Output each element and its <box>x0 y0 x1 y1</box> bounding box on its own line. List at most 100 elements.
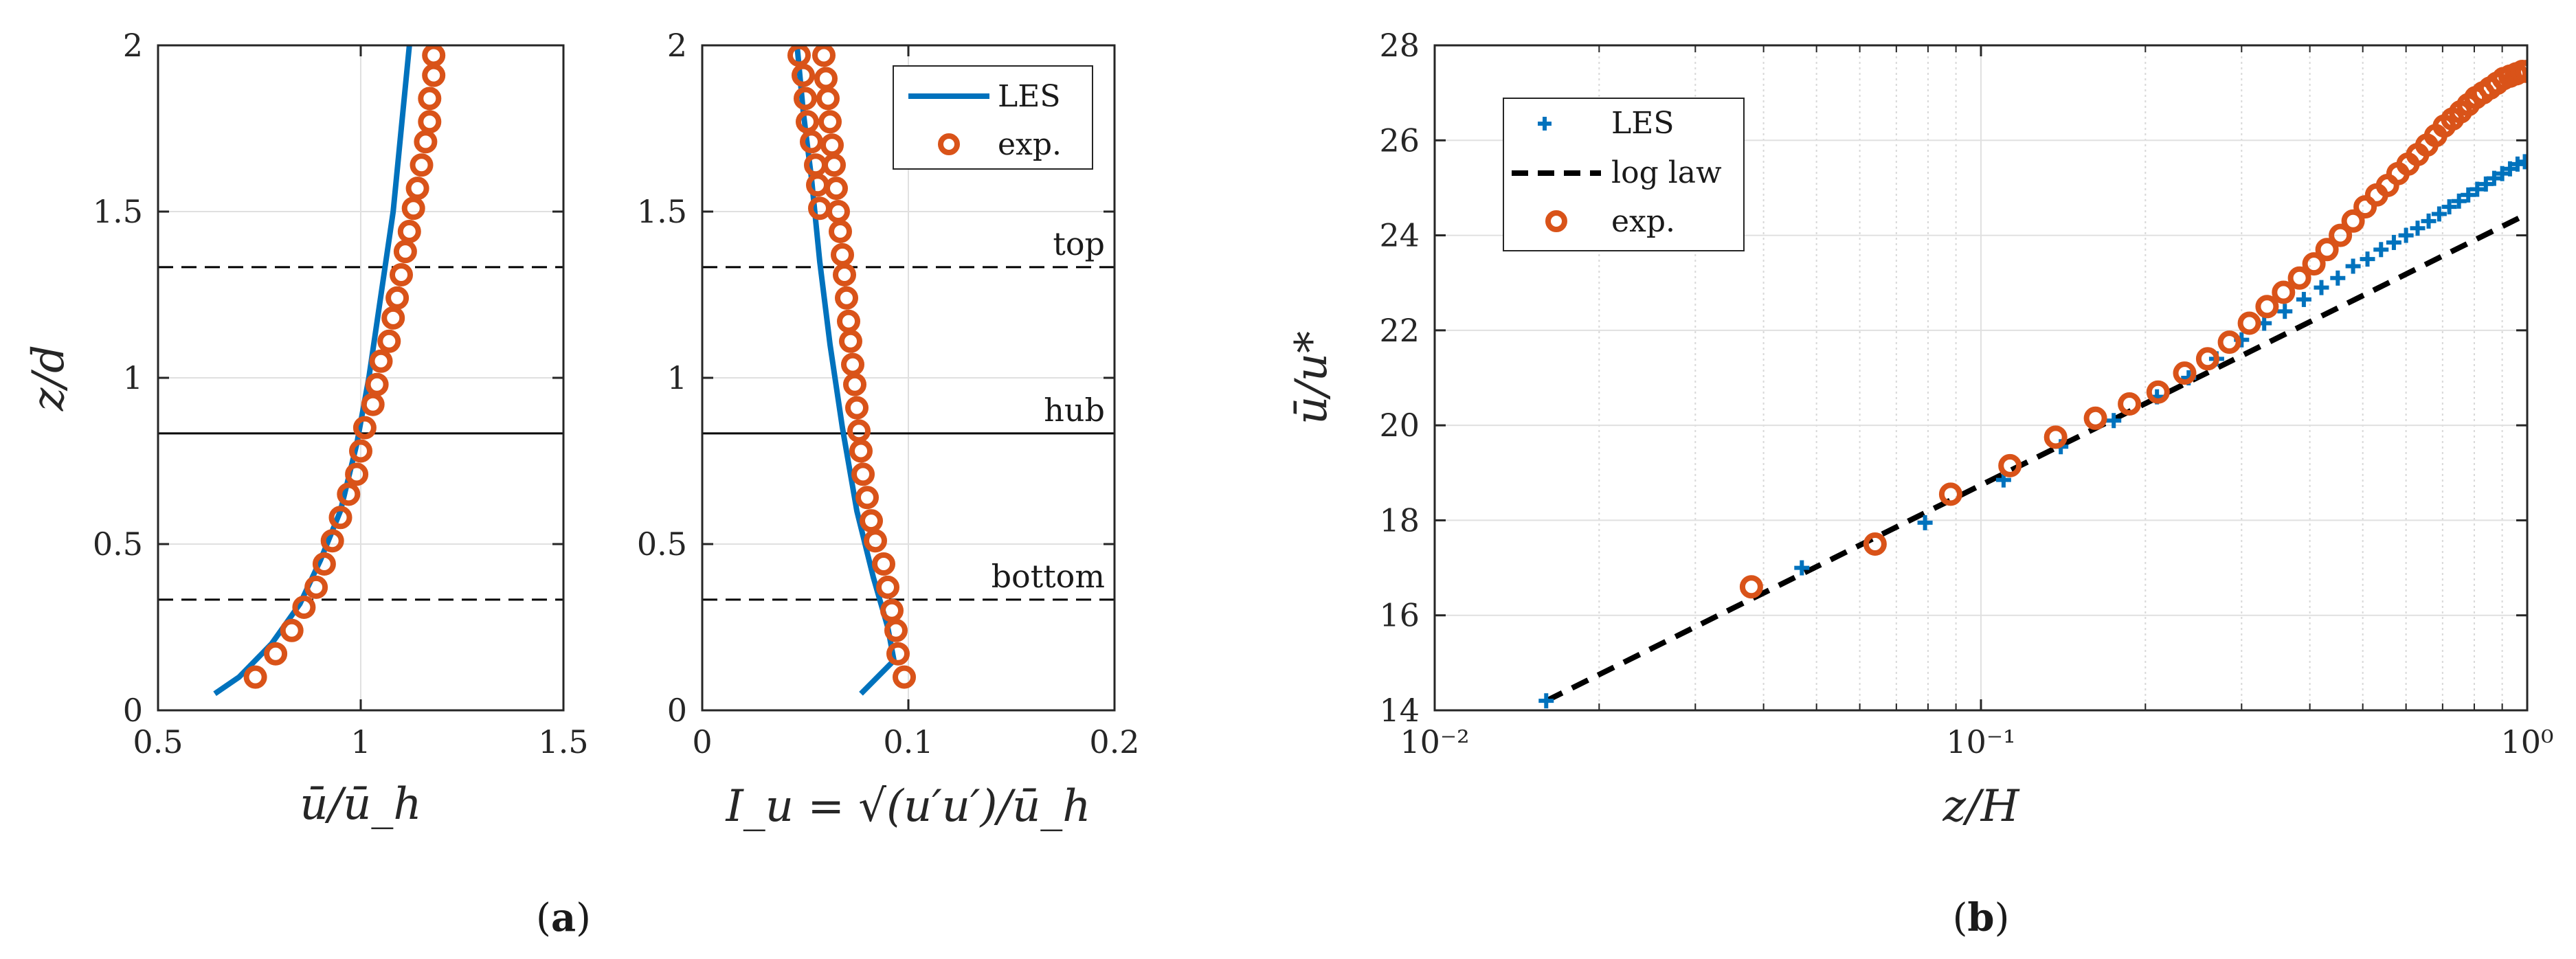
b-exp-point <box>2118 392 2142 416</box>
a2-exp-point <box>880 598 904 622</box>
a2-exp-point <box>833 263 856 286</box>
b-exp-point <box>2272 280 2296 304</box>
b-legend-loglaw-label: log law <box>1611 155 1722 190</box>
b-legend-exp-swatch <box>1545 210 1567 232</box>
a2-exp-point <box>837 309 860 333</box>
b-exp-point <box>2255 295 2279 319</box>
b-les-point <box>2106 413 2122 429</box>
a1-y-tick-label: 2 <box>123 27 143 64</box>
b-les-point <box>1917 515 1933 530</box>
b-les-point <box>2461 187 2476 203</box>
a1-y-tick-label: 1.5 <box>93 193 143 230</box>
panel-b-log-law: 10⁻² 10⁻¹ 10⁰ 14 16 18 20 22 24 26 28 LES log law … <box>1286 27 2553 832</box>
a1-x-tick-label: 1.5 <box>538 723 588 760</box>
a1-x-tick-label: 1 <box>350 723 370 760</box>
a1-exp-point <box>312 552 336 576</box>
b-ticks: 10⁻² 10⁻¹ 10⁰ 14 16 18 20 22 24 26 28 <box>1379 27 2553 760</box>
b-les-point <box>2277 304 2293 319</box>
b-legend-les-swatch <box>1538 117 1552 131</box>
a1-exp-point <box>422 45 446 67</box>
b-exp-point <box>2315 238 2339 262</box>
a2-exp-point <box>849 439 873 463</box>
a2-exp-point <box>808 196 831 221</box>
a1-exp-point <box>304 575 328 599</box>
a2-legend-les-label: LES <box>998 79 1060 114</box>
b-exp-point <box>1938 482 1962 506</box>
a2-legend-exp-label: exp. <box>998 127 1062 162</box>
a2-exp-point <box>876 575 899 599</box>
a2-exp-point <box>800 130 823 154</box>
a2-exp-point <box>829 220 852 243</box>
b-legend-exp-label: exp. <box>1611 204 1675 239</box>
b-les-point <box>2478 176 2494 192</box>
b-exp-point <box>2516 60 2527 83</box>
a2-ticks: 0 0.1 0.2 0 0.5 1 1.5 2 <box>637 27 1140 760</box>
a1-exp-point <box>349 439 372 463</box>
b-exp-point <box>1739 575 1763 599</box>
a2-legend-exp-swatch <box>938 133 960 155</box>
a1-exp-point <box>361 392 385 416</box>
a1-exp-point <box>401 196 425 221</box>
a1-x-tick-label: 0.5 <box>133 723 183 760</box>
b-les-point <box>1794 560 1810 576</box>
b-exp-point <box>2341 209 2365 233</box>
b-legend-les-label: LES <box>1611 106 1674 141</box>
b-legend: LES log law exp. <box>1503 98 1745 251</box>
a2-legend: LES exp. <box>893 65 1093 170</box>
b-les-point <box>2451 193 2467 209</box>
a2-hline-label-hub: hub <box>1044 392 1105 429</box>
a1-exp-point <box>390 263 413 286</box>
a1-exp-point <box>365 372 389 396</box>
a1-exp-point <box>397 220 421 243</box>
panel-a2-turbulence-intensity: 0 0.1 0.2 0 0.5 1 1.5 2 top hub bottom LES exp. I… <box>637 27 1140 832</box>
b-x-tick-label: 10⁻² <box>1400 723 1469 760</box>
b-les-point <box>2360 251 2375 267</box>
a2-xlabel: I_u = √(u′u′)/ū_h <box>725 781 1090 832</box>
a1-exp-point <box>377 329 401 353</box>
b-les-point <box>2386 234 2401 250</box>
b-les-point <box>2441 199 2457 215</box>
a2-exp-point <box>794 87 817 111</box>
a1-exp-point <box>337 482 361 506</box>
a2-exp-point <box>839 329 862 353</box>
a2-exp-point <box>814 67 838 91</box>
a2-exp-point <box>893 665 916 689</box>
a2-exp-point <box>872 552 895 576</box>
a1-y-tick-label: 0 <box>123 692 143 729</box>
a1-exp-point <box>418 87 442 111</box>
panel-a-label: (a) <box>536 895 591 940</box>
b-les-point <box>2296 291 2311 307</box>
a2-line-labels: top hub bottom <box>992 225 1105 595</box>
a2-exp-point <box>812 45 836 67</box>
b-x-tick-label: 10⁰ <box>2501 723 2554 760</box>
a2-exp-point <box>860 509 883 533</box>
a1-xlabel: ū/ū_h <box>300 779 421 830</box>
a2-x-tick-label: 0.1 <box>883 723 933 760</box>
b-ylabel: ū/u* <box>1286 331 1337 425</box>
b-exp-point <box>2146 380 2170 404</box>
b-exp-point <box>2173 361 2197 385</box>
b-y-tick-label: 20 <box>1379 407 1420 444</box>
a1-series <box>213 45 446 697</box>
b-exp-point <box>1863 532 1887 556</box>
a1-y-tick-label: 1 <box>123 359 143 396</box>
b-les-point <box>2469 181 2485 197</box>
a2-exp-point <box>796 110 819 134</box>
a2-reference-lines <box>702 266 1115 601</box>
a1-y-tick-label: 0.5 <box>93 526 143 563</box>
a2-hline-label-top: top <box>1053 225 1105 262</box>
a2-y-tick-label: 1 <box>667 359 687 396</box>
b-y-tick-label: 16 <box>1379 597 1420 634</box>
a2-series <box>787 45 916 696</box>
b-exp-point <box>2083 406 2107 430</box>
b-les-point <box>1538 693 1554 709</box>
b-y-tick-label: 24 <box>1379 217 1420 254</box>
b-exp-point <box>2237 311 2261 335</box>
a1-exp-point <box>292 596 316 619</box>
a1-exp-point <box>345 462 369 486</box>
b-y-tick-label: 28 <box>1379 27 1420 64</box>
a2-y-tick-label: 0 <box>667 692 687 729</box>
a1-exp-point <box>352 416 377 440</box>
b-y-tick-label: 26 <box>1379 122 1420 159</box>
b-exp-point <box>2353 195 2377 219</box>
